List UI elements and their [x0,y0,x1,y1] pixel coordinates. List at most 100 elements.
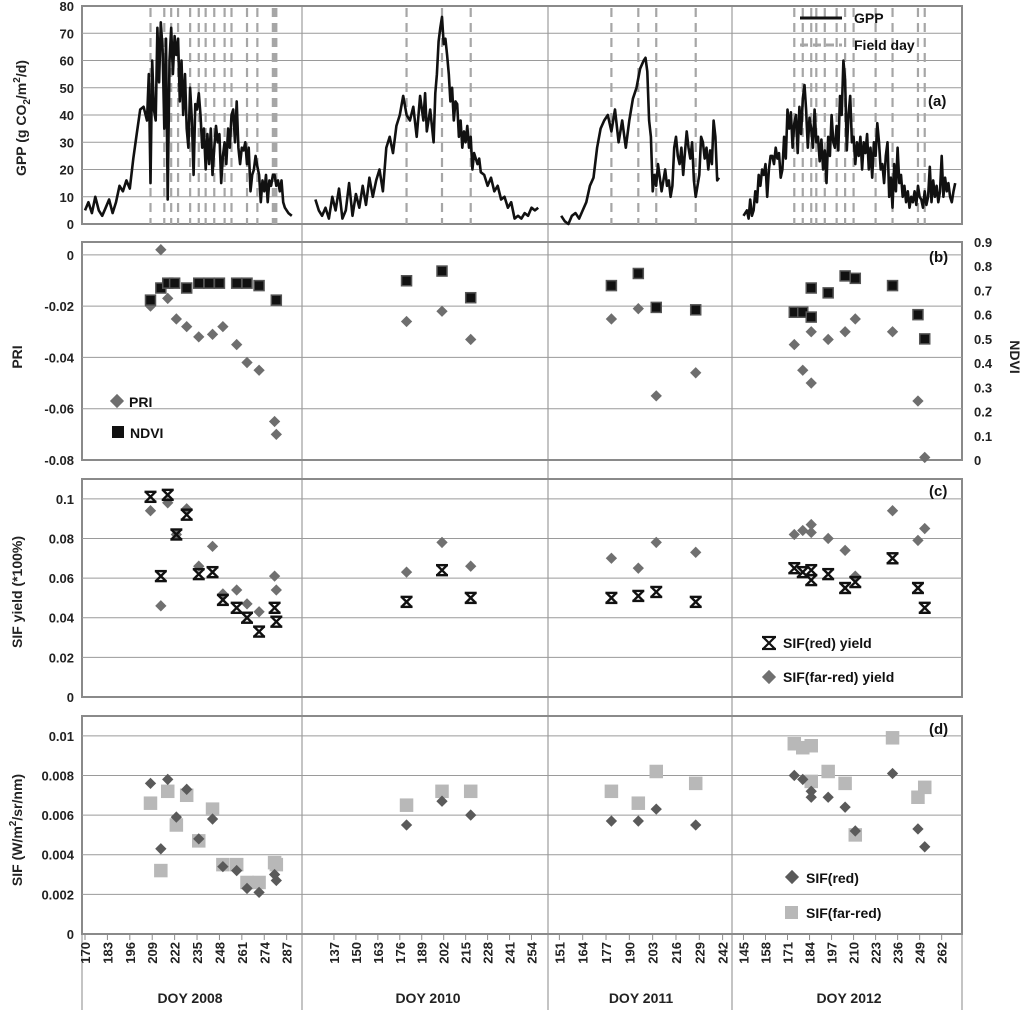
pri-point [650,390,662,402]
pri-y-tick-label: -0.02 [44,299,74,314]
pri-point [436,305,448,317]
pri-point [919,451,931,464]
x-tick-label-2010: 150 [349,942,364,964]
ndvi-y2-tick-label: 0 [974,453,981,468]
pri-point [162,292,174,305]
sif-farred-point [143,796,158,810]
y-axis-title-sif: SIF (W/m2/sr/nm) [8,774,25,886]
panel-label-d: (d) [929,721,948,738]
sif-farred-yield-point [632,562,644,574]
sif-red-point [217,860,229,873]
ndvi-point [168,277,181,289]
x-tick-label-2011: 216 [669,942,684,964]
ndvi-y2-tick-label: 0.7 [974,283,992,298]
sif-red-point [193,833,205,845]
x-tick-label-2008: 209 [145,942,160,964]
pri-point [797,364,809,376]
x-tick-label-2008: 183 [100,942,115,964]
sif-red-yield-point [805,573,818,587]
ndvi-y2-tick-label: 0.4 [974,356,993,371]
ndvi-y2-tick-label: 0.9 [974,235,992,250]
gpp-y-tick-label: 10 [60,190,74,205]
ndvi-y2-tick-label: 0.3 [974,380,992,395]
x-tick-label-2011: 242 [716,942,731,964]
sif-red-point [805,791,817,803]
sif-red-point [436,795,448,807]
x-tick-label-2012: 249 [913,942,928,964]
sif-farred-yield-point [886,505,899,517]
legend-sif-farred-yield-swatch [761,669,777,685]
sif-yield-y-tick-label: 0 [67,690,74,705]
sif-red-yield-point [268,601,281,615]
x-tick-label-2010: 215 [459,942,474,964]
sif-red-yield-point [805,563,818,577]
ndvi-point [689,304,702,316]
sif-farred-yield-point [400,566,413,578]
sif-red-point [144,777,157,790]
x-tick-label-2012: 223 [869,942,884,964]
panel-frames [81,5,963,1010]
pri-point [822,333,834,346]
sif-farred-yield-point [436,536,448,549]
x-tick-label-2011: 229 [692,942,707,964]
x-tick-label-2008: 261 [235,942,250,964]
pri-point [839,326,851,338]
ndvi-point [605,279,618,292]
x-group-label-2012: DOY 2012 [816,990,881,1006]
y-axis-title-gpp: GPP (g CO2/m2/d) [12,60,33,176]
legend-ndvi-label: NDVI [130,425,163,441]
sif-red-yield-point [918,601,931,615]
x-tick-label-2012: 262 [935,942,950,964]
sif-red-yield-point [144,490,157,504]
x-tick-label-2012: 171 [781,942,796,964]
sif-red-point [155,843,167,855]
x-tick-label-2010: 189 [415,942,430,964]
ndvi-point [849,272,862,285]
x-tick-label-2008: 170 [78,942,93,964]
gpp-y-tick-label: 60 [60,54,74,69]
sif-red-yield-point [689,595,702,609]
panel-frame-b [81,241,963,461]
ndvi-y2-tick-label: 0.2 [974,405,992,420]
pri-point [805,377,817,389]
sif-yield-y-tick-label: 0.04 [49,611,75,626]
sif-farred-point [804,774,818,789]
sif-farred-yield-point [839,544,851,557]
pri-point [170,313,183,325]
sif-red-yield-point [241,611,254,624]
x-tick-label-2008: 274 [257,941,272,963]
pri-point [217,320,229,333]
gpp-line-2008 [83,20,293,218]
sif-red-yield-point [886,552,899,565]
ndvi-point [253,279,265,292]
legend-gpp-label: GPP [854,10,884,26]
sif-red-yield-point [253,625,266,638]
ndvi-point [213,277,226,289]
sif-yield-y-tick-label: 0.08 [49,531,74,546]
sif-yield-y-tick-label: 0.1 [56,492,74,507]
ndvi-point [230,277,243,289]
x-tick-label-2010: 163 [371,942,386,964]
sif-farred-point [631,796,646,810]
sif-farred-yield-point [605,552,618,564]
sif-red-yield-point [911,581,924,595]
ndvi-point [241,277,253,289]
x-tick-label-2012: 210 [847,942,862,964]
x-tick-label-2010: 228 [481,942,496,964]
sif-red-yield-point [632,589,645,603]
x-tick-label-2010: 176 [393,942,408,964]
sif-red-point [886,767,899,780]
sif-farred-point [399,798,414,812]
sif-red-point [912,823,924,835]
sif-farred-yield-point [206,540,219,553]
legend-sif-red-yield-swatch [762,635,776,651]
sif-y-tick-label: 0.002 [41,887,74,902]
sif-red-yield-point [216,593,229,607]
ndvi-point [918,333,931,345]
pri-point [181,320,193,333]
sif-red-point [650,803,662,815]
ndvi-y2-tick-label: 0.1 [974,429,992,444]
x-group-label-2008: DOY 2008 [157,990,222,1006]
legend-sif-farred-yield-label: SIF(far-red) yield [783,669,894,685]
pri-point [155,244,167,256]
